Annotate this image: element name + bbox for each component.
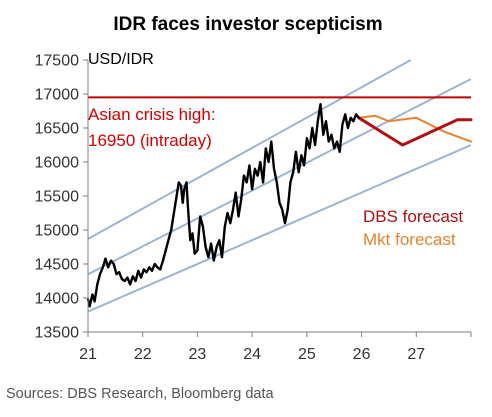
- y-tick-label-17500: 17500: [35, 53, 80, 70]
- x-tick-label-23: 23: [189, 346, 207, 363]
- y-tick-label-16000: 16000: [35, 155, 80, 172]
- series-dbs-forecast-line: [357, 116, 473, 147]
- y-tick-label-15500: 15500: [35, 189, 80, 206]
- x-tick-label-21: 21: [79, 346, 97, 363]
- crisis-label-line1: Asian crisis high:: [88, 105, 216, 124]
- y-tick-label-14500: 14500: [35, 257, 80, 274]
- chart-title: IDR faces investor scepticism: [113, 14, 382, 35]
- x-tick-label-27: 27: [407, 346, 425, 363]
- series-lines: [86, 102, 473, 308]
- y-tick-label-16500: 16500: [35, 121, 80, 138]
- axes: 17500 17000 16500 16000 15500 15000 14500 14000…: [35, 53, 472, 363]
- series-usd-idr-line: [86, 102, 360, 308]
- trend-line-1: [88, 59, 412, 240]
- source-note: Sources: DBS Research, Bloomberg data: [6, 386, 275, 402]
- legend-mkt-forecast: Mkt forecast: [363, 230, 456, 249]
- y-tick-label-17000: 17000: [35, 87, 80, 104]
- crisis-label-line2: 16950 (intraday): [88, 131, 212, 150]
- unit-label: USD/IDR: [88, 51, 154, 68]
- trend-line-3: [88, 144, 471, 313]
- x-tick-label-24: 24: [243, 346, 261, 363]
- series-mkt-forecast-line: [357, 114, 472, 143]
- x-tick-label-26: 26: [353, 346, 371, 363]
- y-tick-label-13500: 13500: [35, 325, 80, 342]
- trend-lines: [88, 59, 471, 313]
- x-tick-label-22: 22: [134, 346, 152, 363]
- y-tick-label-15000: 15000: [35, 223, 80, 240]
- y-tick-label-14000: 14000: [35, 291, 80, 308]
- legend-dbs-forecast: DBS forecast: [363, 207, 463, 226]
- trend-line-2: [88, 78, 471, 276]
- x-tick-label-25: 25: [298, 346, 316, 363]
